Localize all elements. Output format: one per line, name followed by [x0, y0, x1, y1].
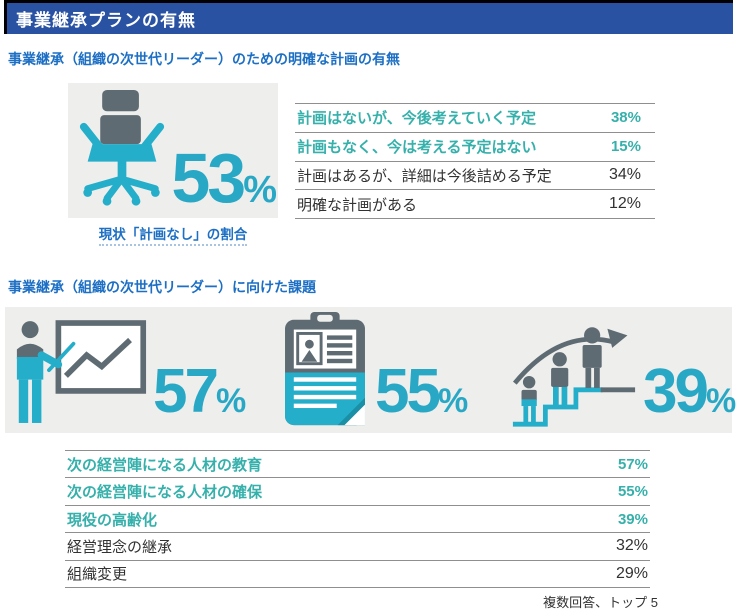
- issues-table: 次の経営陣になる人材の教育 57% 次の経営陣になる人材の確保 55% 現役の高…: [65, 450, 650, 588]
- table-row: 次の経営陣になる人材の教育 57%: [65, 450, 650, 477]
- no-plan-stat-value: 53%: [171, 143, 277, 213]
- chair-stat-panel: 53%: [68, 83, 278, 218]
- footnote: 複数回答、トップ 5: [543, 595, 658, 610]
- table-row: 次の経営陣になる人材の確保 55%: [65, 477, 650, 504]
- no-plan-stat-caption: 現状「計画なし」の割合: [68, 223, 278, 246]
- row-value: 29%: [615, 564, 648, 582]
- row-label: 次の経営陣になる人材の確保: [67, 484, 263, 502]
- table-row: 計画もなく、今は考える予定はない 15%: [295, 131, 655, 161]
- table-row: 現役の高齢化 39%: [65, 504, 650, 532]
- row-label: 計画もなく、今は考える予定はない: [297, 139, 537, 157]
- row-value: 39%: [617, 510, 648, 528]
- aging-stat-value: 39%: [643, 357, 737, 426]
- table-row: 経営理念の継承 32%: [65, 532, 650, 559]
- recruiting-stat-value: 55%: [375, 357, 469, 426]
- table-row: 計画はあるが、詳細は今後詰める予定 34%: [295, 160, 655, 190]
- resume-document-icon: [285, 312, 365, 426]
- row-value: 15%: [610, 138, 641, 156]
- row-label: 明確な計画がある: [297, 196, 418, 214]
- row-value: 38%: [610, 109, 641, 127]
- stat-number: 53: [171, 139, 246, 217]
- row-label: 組織変更: [67, 566, 128, 584]
- office-chair-icon: [79, 90, 165, 206]
- education-stat-group: 57%: [15, 317, 246, 429]
- row-value: 34%: [608, 166, 641, 184]
- title-bar: 事業継承プランの有無: [4, 0, 733, 34]
- growth-steps-people-icon: [512, 327, 636, 427]
- aging-stat-group: 39%: [511, 322, 736, 429]
- row-value: 55%: [617, 483, 648, 501]
- row-value: 57%: [617, 455, 648, 473]
- section2-heading: 事業継承（組織の次世代リーダー）に向けた課題: [8, 279, 316, 295]
- section1-heading: 事業継承（組織の次世代リーダー）のための明確な計画の有無: [8, 51, 400, 67]
- row-label: 次の経営陣になる人材の教育: [67, 456, 263, 474]
- row-label: 現役の高齢化: [67, 511, 158, 529]
- stat-percent-sign: %: [243, 169, 277, 211]
- education-stat-value: 57%: [153, 357, 247, 426]
- table-row: 計画はないが、今後考えていく予定 38%: [295, 103, 655, 132]
- issues-icon-band: 57% 55%: [5, 307, 736, 433]
- presenter-whiteboard-icon: [16, 320, 147, 423]
- plan-status-table: 計画はないが、今後考えていく予定 38% 計画もなく、今は考える予定はない 15…: [295, 103, 655, 219]
- table-row: 組織変更 29%: [65, 559, 650, 587]
- row-label: 計画はあるが、詳細は今後詰める予定: [297, 167, 552, 185]
- recruiting-stat-group: 55%: [281, 312, 468, 429]
- row-label: 経営理念の継承: [67, 538, 173, 556]
- row-value: 32%: [615, 537, 648, 555]
- page-title: 事業継承プランの有無: [16, 11, 196, 30]
- row-label: 計画はないが、今後考えていく予定: [297, 110, 536, 128]
- row-value: 12%: [608, 195, 641, 213]
- table-row: 明確な計画がある 12%: [295, 189, 655, 218]
